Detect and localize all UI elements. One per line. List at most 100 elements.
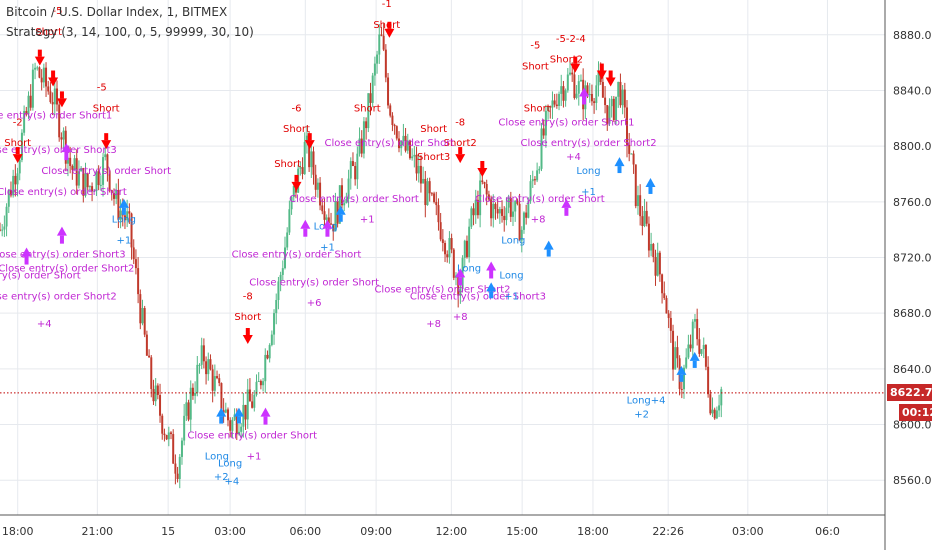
candle-body	[422, 178, 425, 184]
candle-body	[402, 135, 405, 142]
candle-body	[115, 190, 118, 199]
x-tick-label: 22:26	[652, 525, 684, 538]
short-label: -5	[97, 82, 107, 93]
candle-body	[544, 110, 547, 136]
short-label: Short	[354, 103, 381, 114]
candle-body	[450, 238, 453, 250]
close-label: Close entry(s) order Short1	[0, 110, 112, 121]
close-label: Close entry(s) order Short	[187, 430, 317, 441]
candle-body	[170, 432, 173, 435]
candle-body	[325, 217, 328, 220]
candle-body	[235, 414, 238, 435]
candle-body	[211, 369, 214, 391]
candle-body	[198, 364, 201, 366]
candle-body	[356, 153, 359, 180]
candle-body	[281, 268, 284, 275]
candle-body	[319, 182, 322, 206]
close-arrow	[322, 219, 333, 229]
candle-body	[159, 395, 162, 416]
x-tick-label: 09:00	[360, 525, 392, 538]
candle-body	[490, 199, 493, 219]
candle-body	[31, 69, 34, 108]
candle-body	[264, 354, 267, 382]
candle-body	[564, 90, 567, 101]
candle-body	[36, 67, 39, 69]
candle-body	[514, 200, 517, 212]
candle-body	[590, 94, 593, 102]
candle-body	[601, 81, 604, 98]
candle-body	[268, 345, 271, 359]
long-arrow	[216, 407, 227, 417]
candle-body	[178, 456, 181, 479]
candle-body	[255, 381, 258, 395]
candle-body	[630, 153, 633, 155]
candle-body	[380, 34, 383, 36]
candle-body	[284, 247, 287, 269]
candle-body	[66, 157, 69, 164]
candle-body	[354, 165, 357, 180]
candle-body	[259, 380, 262, 386]
candle-body	[246, 389, 249, 420]
candle-body	[290, 197, 293, 210]
short-arrow-stem	[245, 328, 250, 336]
close-label: +8	[531, 215, 546, 226]
candle-body	[176, 473, 179, 479]
short-arrow	[304, 140, 315, 150]
candle-body	[191, 387, 194, 396]
candle-body	[1, 229, 4, 231]
candle-body	[86, 173, 89, 188]
candle-body	[305, 135, 308, 142]
candle-body	[73, 158, 76, 170]
candle-body	[378, 34, 381, 55]
candle-body	[20, 132, 23, 161]
candle-body	[704, 344, 707, 367]
close-label: Close entry(s) order Short2	[374, 284, 510, 295]
candle-body	[349, 161, 352, 179]
short-label: -8	[243, 291, 253, 302]
last-price-tag: 8622.71	[887, 383, 932, 401]
candle-body	[634, 164, 637, 207]
candle-body	[321, 205, 324, 212]
candle-body	[185, 402, 188, 416]
short-arrow-stem	[480, 160, 485, 168]
long-label: +1	[320, 243, 335, 254]
candle-body	[334, 201, 337, 232]
candle-body	[588, 94, 591, 96]
close-label: Close entry(s) order Short	[289, 194, 419, 205]
candle-body	[303, 141, 306, 174]
short-label: -2	[13, 117, 23, 128]
candle-body	[718, 405, 721, 411]
y-tick-label: 8600.00	[893, 419, 932, 432]
candle-body	[641, 216, 644, 227]
close-arrow-stem	[458, 277, 463, 286]
short-arrow-stem	[599, 63, 604, 71]
close-arrow	[300, 219, 311, 229]
candle-body	[145, 334, 148, 356]
candle-body	[501, 209, 504, 216]
close-label: Close entry(s) order Short	[249, 277, 379, 288]
candle-body	[575, 93, 578, 98]
candle-body	[398, 138, 401, 149]
candle-body	[411, 156, 414, 159]
short-arrow	[242, 335, 253, 345]
candle-body	[84, 173, 87, 196]
candle-body	[439, 222, 442, 240]
candle-body	[610, 98, 613, 107]
candle-body	[222, 410, 225, 413]
candle-body	[468, 226, 471, 258]
candle-body	[104, 154, 107, 158]
candle-body	[148, 355, 151, 358]
candle-body	[533, 179, 536, 181]
candle-body	[485, 183, 488, 195]
candle-body	[205, 361, 208, 375]
candle-body	[80, 168, 83, 172]
candle-body	[446, 254, 449, 258]
candle-body	[117, 190, 120, 220]
candle-body	[593, 101, 596, 104]
candle-body	[428, 181, 431, 194]
candle-body	[51, 102, 54, 105]
candle-body	[23, 111, 26, 133]
candle-body	[404, 135, 407, 151]
long-arrow	[543, 240, 554, 250]
